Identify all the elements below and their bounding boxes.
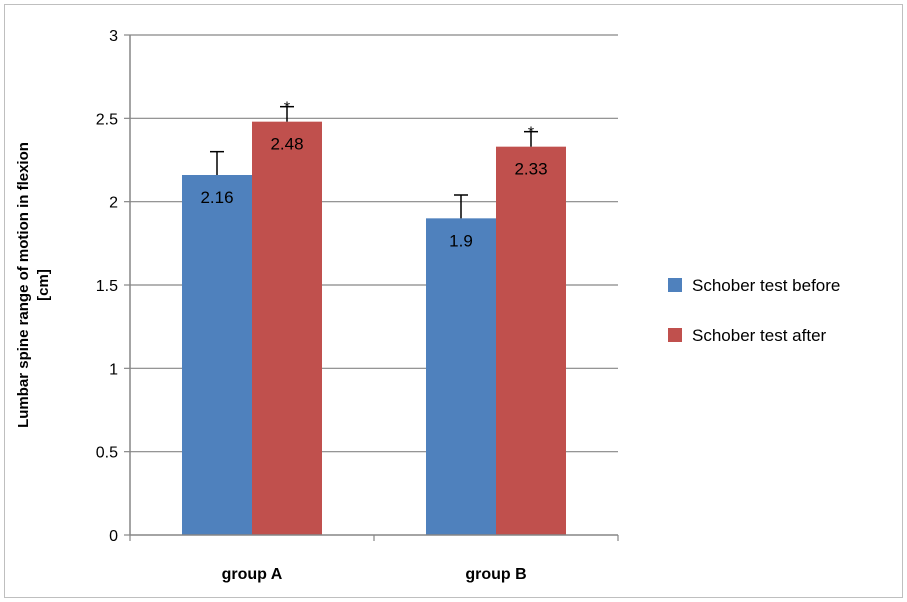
significance-marker: *: [284, 100, 290, 117]
x-ticks: group A group B: [129, 535, 619, 583]
y-tick-label: 0.5: [96, 445, 118, 462]
legend-label: Schober test after: [692, 326, 827, 345]
data-label: 1.9: [449, 231, 473, 250]
y-tick-label: 3: [109, 28, 118, 45]
x-category-label: group A: [222, 566, 283, 583]
legend: Schober test before Schober test after: [668, 276, 840, 345]
y-axis-title-line2: [cm]: [35, 269, 52, 301]
data-label: 2.16: [200, 188, 233, 207]
bar: [496, 146, 566, 535]
bar: [182, 175, 252, 535]
y-tick-label: 2: [109, 195, 118, 212]
data-label: 2.33: [514, 160, 547, 179]
y-axis-title-line1: Lumbar spine range of motion in flexion: [15, 142, 32, 428]
y-tick-label: 1.5: [96, 278, 118, 295]
bars: [182, 105, 566, 536]
y-tick-label: 1: [109, 361, 118, 378]
y-tick-label: 0: [109, 528, 118, 545]
significance-marker: *: [528, 125, 534, 142]
legend-swatch: [668, 328, 682, 342]
legend-swatch: [668, 278, 682, 292]
data-labels: 2.16 1.9 2.48 * 2.33 *: [200, 100, 547, 251]
x-category-label: group B: [465, 566, 526, 583]
bar: [252, 121, 322, 536]
data-label: 2.48: [270, 135, 303, 154]
y-tick-label: 2.5: [96, 111, 118, 128]
legend-label: Schober test before: [692, 276, 840, 295]
bar: [426, 218, 496, 536]
y-ticks: 0 0.5 1 1.5 2 2.5 3: [96, 28, 130, 545]
